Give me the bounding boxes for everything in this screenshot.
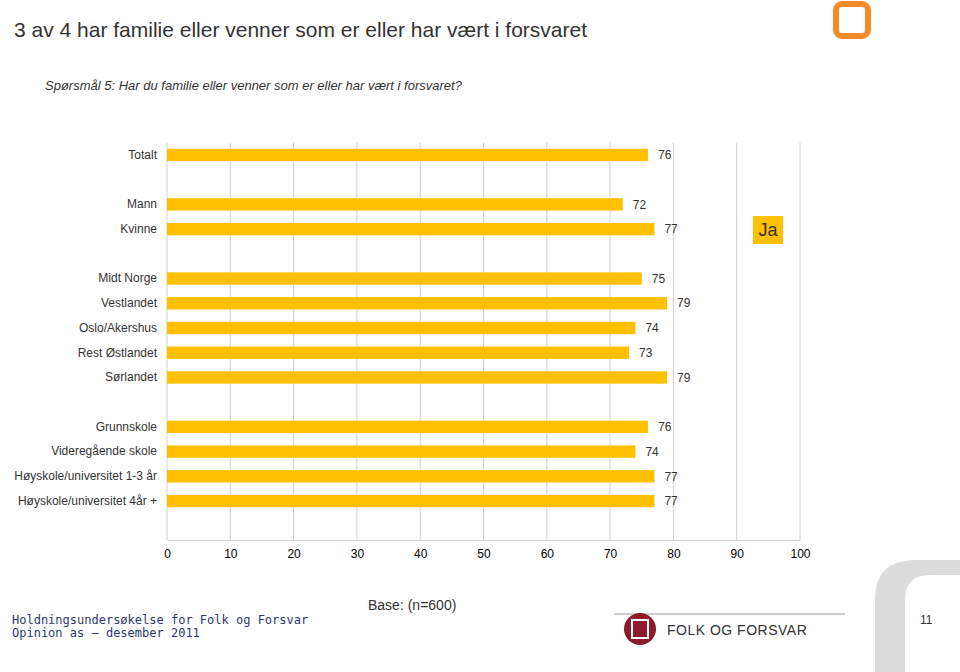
legend-label: Ja (758, 220, 778, 240)
corner-decoration (875, 560, 960, 672)
y-tick-label: Sørlandet (105, 370, 158, 384)
y-tick-label: Midt Norge (98, 271, 157, 285)
x-tick-label: 60 (541, 547, 555, 561)
legend: Ja (753, 216, 783, 244)
footer-line: Opinion as – desember 2011 (12, 626, 200, 640)
y-tick-label: Høyskole/universitet 4år + (18, 494, 157, 508)
x-tick: 100 (790, 540, 810, 561)
chart: 3 av 4 har familie eller venner som er e… (0, 0, 960, 672)
y-tick-label: Vestlandet (101, 296, 158, 310)
bar (167, 322, 635, 334)
data-label: 79 (677, 296, 691, 310)
x-tick-label: 0 (164, 547, 171, 561)
data-label: 77 (664, 222, 678, 236)
x-tick-label: 10 (224, 547, 238, 561)
footer: Base: (n=600) Holdningsundersøkelse for F… (12, 597, 933, 645)
y-tick-label: Grunnskole (96, 420, 158, 434)
base-note: Base: (n=600) (368, 597, 456, 613)
y-tick: Videregående skole (51, 444, 167, 458)
data-label: 75 (652, 272, 666, 286)
x-tick-label: 80 (667, 547, 681, 561)
footer-line: Holdningsundersøkelse for Folk og Forsva… (12, 613, 308, 627)
legend-swatch (753, 216, 783, 244)
grid-line (736, 143, 737, 540)
bar (167, 371, 667, 383)
x-tick: 20 (287, 540, 301, 561)
bar (167, 297, 667, 309)
x-tick: 30 (351, 540, 365, 561)
subtitle: Spørsmål 5: Har du familie eller venner … (45, 78, 463, 93)
y-tick: Kvinne (120, 222, 167, 236)
y-tick-label: Kvinne (120, 222, 157, 236)
bar (167, 272, 642, 284)
x-tick: 60 (541, 540, 555, 561)
bar (167, 347, 629, 359)
bar (167, 223, 654, 235)
data-label: 73 (639, 346, 653, 360)
y-tick-label: Oslo/Akershus (79, 321, 157, 335)
x-tick-label: 100 (790, 547, 810, 561)
x-tick: 80 (667, 540, 681, 561)
bar (167, 149, 648, 161)
y-tick: Totalt (128, 148, 167, 162)
data-label: 79 (677, 371, 691, 385)
y-tick: Høyskole/universitet 1-3 år (14, 469, 167, 483)
y-tick: Vestlandet (101, 296, 167, 310)
x-tick-label: 50 (477, 547, 491, 561)
x-tick: 70 (604, 540, 618, 561)
page-number: 11 (920, 613, 933, 627)
data-label: 77 (664, 494, 678, 508)
x-tick-label: 30 (351, 547, 365, 561)
bar (167, 495, 654, 507)
x-tick: 40 (414, 540, 428, 561)
x-tick-label: 70 (604, 547, 618, 561)
bar (167, 470, 654, 482)
logo-emblem (624, 613, 656, 645)
x-tick: 90 (731, 540, 745, 561)
y-tick-label: Rest Østlandet (78, 346, 158, 360)
y-tick: Sørlandet (105, 370, 167, 384)
y-tick: Oslo/Akershus (79, 321, 167, 335)
logo-rule (614, 614, 845, 615)
data-label: 74 (645, 445, 659, 459)
bar (167, 198, 623, 210)
y-tick: Mann (127, 197, 167, 211)
bar (167, 421, 648, 433)
y-tick: Midt Norge (98, 271, 167, 285)
y-tick: Grunnskole (96, 420, 167, 434)
data-label: 76 (658, 420, 672, 434)
grid (167, 143, 800, 540)
x-tick-label: 20 (287, 547, 301, 561)
data-label: 74 (645, 321, 659, 335)
y-tick-label: Mann (127, 197, 157, 211)
y-tick: Høyskole/universitet 4år + (18, 494, 167, 508)
title: 3 av 4 har familie eller venner som er e… (14, 18, 587, 41)
data-labels: 76 72 77 75 79 74 73 79 76 74 77 77 (633, 148, 691, 508)
x-tick: 0 (164, 540, 171, 561)
data-label: 77 (664, 470, 678, 484)
x-tick-label: 90 (731, 547, 745, 561)
y-tick-label: Høyskole/universitet 1-3 år (14, 469, 157, 483)
y-tick-label: Videregående skole (51, 444, 157, 458)
data-label: 76 (658, 148, 672, 162)
data-label: 72 (633, 198, 647, 212)
y-tick-label: Totalt (128, 148, 157, 162)
x-tick-label: 40 (414, 547, 428, 561)
y-tick: Rest Østlandet (78, 346, 167, 360)
y-axis: Totalt Mann Kvinne Midt Norge Vestlandet Oslo… (14, 143, 167, 514)
x-tick: 50 (477, 540, 491, 561)
x-axis-line (168, 540, 801, 541)
logo-text: FOLK OG FORSVAR (667, 622, 807, 638)
logo-emblem-inner (632, 620, 648, 638)
grid-line (800, 143, 801, 540)
bars (167, 149, 667, 507)
logo-box (836, 4, 868, 36)
bar (167, 445, 635, 457)
x-tick: 10 (224, 540, 238, 561)
x-axis: 0 10 20 30 40 50 60 70 80 90 100 (164, 540, 811, 561)
